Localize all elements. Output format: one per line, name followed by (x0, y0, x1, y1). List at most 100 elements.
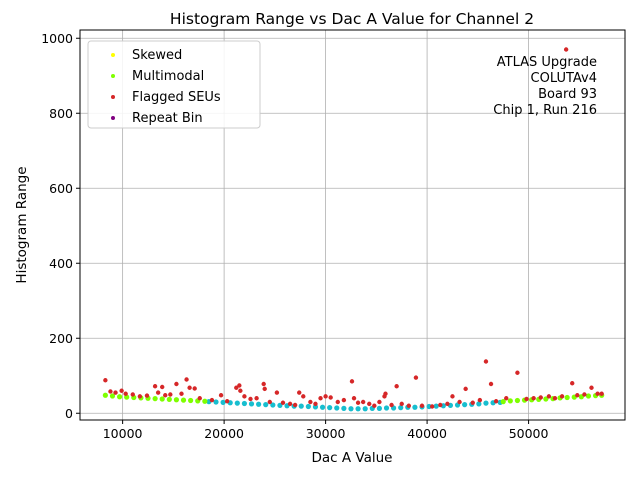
axis-ticks: 10000 20000 30000 40000 50000 0 200 400 600 800 10… (41, 31, 548, 441)
data-point (287, 401, 293, 407)
data-point (180, 397, 187, 403)
data-point (256, 401, 262, 407)
data-point (488, 381, 494, 387)
data-point (323, 394, 328, 399)
data-point (470, 400, 475, 405)
data-point (168, 392, 173, 397)
data-point (274, 390, 280, 395)
legend-label-flagged-seus: Flagged SEUs (132, 90, 221, 105)
x-tick-label: 50000 (509, 426, 549, 441)
data-point (419, 403, 425, 408)
data-point (351, 396, 357, 401)
run-annotation: ATLAS Upgrade COLUTAv4 Board 93 Chip 1, … (493, 55, 597, 118)
data-point (301, 394, 306, 399)
y-tick-label: 800 (49, 106, 73, 121)
data-point (477, 397, 483, 403)
data-point (507, 398, 513, 404)
grid (80, 30, 625, 420)
data-point (334, 405, 340, 411)
data-point (263, 402, 269, 408)
data-point (184, 377, 189, 382)
data-point (241, 400, 248, 407)
data-point (113, 390, 118, 395)
data-point (319, 404, 326, 410)
data-point (362, 406, 368, 412)
data-point (103, 378, 108, 383)
data-point (355, 400, 361, 405)
data-point (589, 385, 594, 390)
data-point (213, 399, 219, 405)
data-point (389, 402, 394, 408)
data-point (270, 402, 276, 408)
data-point (254, 396, 259, 401)
data-point (163, 393, 168, 398)
y-tick-label: 200 (49, 331, 73, 346)
data-point (445, 401, 450, 407)
data-point (399, 401, 404, 407)
data-point (483, 400, 489, 406)
data-point (433, 403, 439, 409)
data-point (119, 388, 124, 393)
data-point (531, 396, 536, 401)
data-point (383, 405, 390, 411)
data-point (450, 394, 455, 399)
annotation-line-2: COLUTAv4 (531, 71, 597, 86)
data-point (220, 399, 226, 405)
chart-title: Histogram Range vs Dac A Value for Chann… (170, 10, 534, 28)
data-point (123, 391, 128, 396)
data-point (197, 396, 202, 401)
data-point (238, 388, 243, 393)
annotation-line-3: Board 93 (538, 87, 597, 102)
data-point (248, 401, 255, 407)
data-point (209, 397, 215, 403)
data-point (218, 393, 224, 398)
legend-box (87, 40, 261, 129)
data-point (341, 405, 347, 411)
data-point (563, 47, 569, 52)
x-axis-label: Dac A Value (312, 450, 393, 466)
data-point (546, 394, 552, 399)
data-point (152, 384, 158, 389)
data-point (159, 396, 165, 402)
data-point (248, 396, 253, 402)
data-point (237, 383, 242, 388)
data-point (102, 392, 108, 398)
data-point (570, 381, 575, 386)
data-point (438, 402, 443, 408)
data-point (564, 394, 570, 401)
data-point (155, 390, 161, 395)
data-point (109, 393, 116, 399)
data-point (298, 403, 304, 409)
legend: Skewed Multimodal Flagged SEUs Repeat Bi… (87, 40, 261, 129)
y-tick-label: 1000 (41, 31, 73, 46)
data-point (398, 405, 404, 411)
y-tick-label: 600 (49, 181, 73, 196)
data-point (585, 393, 592, 399)
data-point (582, 392, 587, 397)
data-point (280, 400, 286, 405)
data-point (341, 397, 347, 403)
y-tick-label: 0 (65, 406, 73, 421)
data-point (318, 396, 323, 401)
data-point (360, 399, 366, 405)
data-point (108, 389, 113, 394)
x-tick-label: 20000 (204, 426, 244, 441)
data-point (476, 401, 482, 407)
data-point (349, 379, 355, 384)
legend-label-repeat-bin: Repeat Bin (132, 111, 203, 126)
data-point (261, 381, 266, 387)
data-point (483, 359, 489, 364)
data-point (377, 399, 382, 405)
data-point (173, 397, 180, 403)
data-point (242, 394, 247, 399)
data-point (174, 381, 179, 387)
x-tick-label: 40000 (407, 426, 447, 441)
data-point (348, 406, 354, 412)
data-point (429, 404, 435, 409)
data-point (367, 401, 372, 407)
data-point (313, 401, 318, 407)
data-point (327, 405, 333, 411)
data-point (457, 399, 462, 405)
data-point (559, 394, 565, 399)
